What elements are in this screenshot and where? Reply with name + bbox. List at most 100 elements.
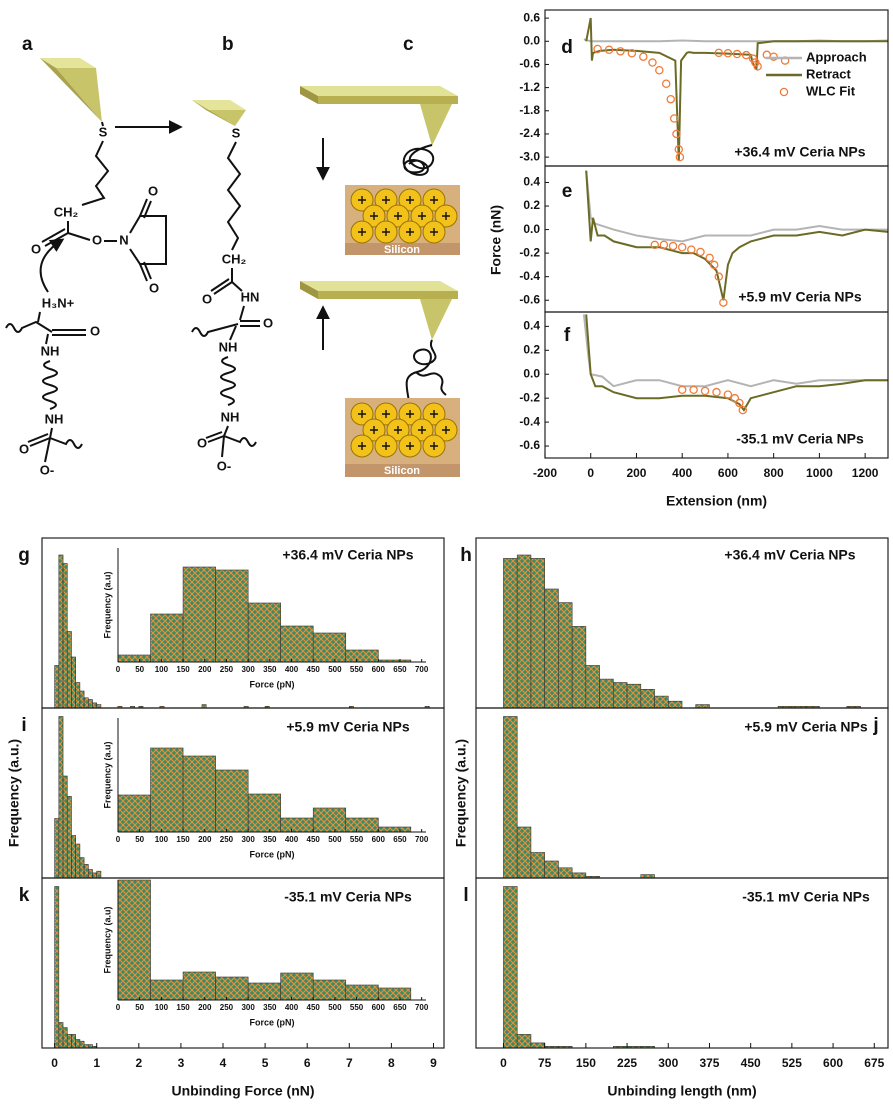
legend-label: Retract <box>806 66 851 81</box>
atom-label: O <box>19 441 29 456</box>
x-tick-label: 100 <box>155 1003 169 1012</box>
x-tick-label: 200 <box>198 835 212 844</box>
panel-label: d <box>561 37 573 58</box>
atom-label: O <box>92 232 102 247</box>
x-tick-label: 225 <box>617 1056 637 1070</box>
atom-label: NH <box>221 409 240 424</box>
x-tick-label: 150 <box>176 1003 190 1012</box>
panel-label: c <box>403 34 414 55</box>
bar <box>80 1041 84 1048</box>
force-curve <box>584 314 888 386</box>
atom-label: HN <box>241 289 260 304</box>
bar <box>76 1040 80 1049</box>
bar <box>517 1034 531 1048</box>
annotation: -35.1 mV Ceria NPs <box>742 889 870 905</box>
y-tick-label: -1.8 <box>519 103 540 117</box>
x-tick-label: 300 <box>241 665 255 674</box>
atom-label: S <box>232 125 241 140</box>
inset-x-label: Force (pN) <box>250 1017 295 1027</box>
x-tick-label: 700 <box>415 1003 429 1012</box>
bar <box>545 589 559 708</box>
x-tick-label: 500 <box>328 835 342 844</box>
x-tick-label: 250 <box>220 665 234 674</box>
atom-label: O- <box>217 458 231 473</box>
wlc-point <box>697 248 704 255</box>
x-tick-label: 550 <box>350 665 364 674</box>
bar <box>76 683 80 709</box>
bar <box>67 1034 71 1048</box>
x-tick-label: 50 <box>135 1003 144 1012</box>
y-tick-label: -1.2 <box>519 80 540 94</box>
x-tick-label: 600 <box>372 835 386 844</box>
y-axis-label: Frequency (a.u.) <box>453 739 469 847</box>
legend-label: Approach <box>806 49 867 64</box>
bar <box>572 873 586 878</box>
atom-label: S <box>99 124 108 139</box>
x-tick-label: 700 <box>415 835 429 844</box>
bar <box>346 985 379 1000</box>
bar <box>503 717 517 879</box>
x-tick-label: 3 <box>178 1056 185 1070</box>
x-tick-label: 0 <box>116 665 121 674</box>
x-tick-label: 450 <box>741 1056 761 1070</box>
bar <box>71 836 75 879</box>
panel-label: j <box>872 715 878 736</box>
x-tick-label: 200 <box>626 466 646 480</box>
bar <box>378 827 411 832</box>
y-tick-label: 0.6 <box>523 10 540 24</box>
y-tick-label: -2.4 <box>519 126 540 140</box>
x-tick-label: 150 <box>176 665 190 674</box>
x-tick-label: 600 <box>823 1056 843 1070</box>
bar <box>55 666 59 709</box>
bar <box>118 880 151 1000</box>
bar <box>216 770 249 832</box>
wlc-point <box>640 53 647 60</box>
bar <box>183 567 216 662</box>
wlc-point <box>617 48 624 55</box>
y-tick-label: 0.0 <box>523 222 540 236</box>
x-tick-label: 650 <box>393 1003 407 1012</box>
y-tick-label: -0.6 <box>519 438 540 452</box>
atom-label: O <box>148 183 158 198</box>
x-tick-label: 450 <box>307 665 321 674</box>
legend-marker <box>780 88 787 95</box>
bar <box>248 794 281 832</box>
x-tick-label: 200 <box>198 1003 212 1012</box>
x-tick-label: 600 <box>372 665 386 674</box>
x-tick-label: 450 <box>307 1003 321 1012</box>
bar <box>313 633 346 662</box>
atom-label: NH <box>219 339 238 354</box>
inset-y-label: Frequency (a.u) <box>102 906 112 973</box>
bar <box>517 827 531 878</box>
x-tick-label: 600 <box>372 1003 386 1012</box>
x-tick-label: 50 <box>135 665 144 674</box>
panel-label: i <box>21 715 26 736</box>
y-tick-label: -0.6 <box>519 292 540 306</box>
x-tick-label: -200 <box>533 466 557 480</box>
x-tick-label: 550 <box>350 1003 364 1012</box>
bar <box>67 632 71 709</box>
annotation: -35.1 mV Ceria NPs <box>736 431 864 447</box>
atom-label: O <box>149 280 159 295</box>
bar <box>545 861 559 878</box>
panel-label: h <box>460 545 472 566</box>
panel-label: f <box>564 325 571 346</box>
bar <box>151 614 184 662</box>
x-tick-label: 150 <box>176 835 190 844</box>
bar <box>71 1034 75 1048</box>
y-tick-label: 0.0 <box>523 366 540 380</box>
figure: a b c S CH₂ O O N O O H₃N+ O NH <box>0 0 893 1117</box>
bar <box>600 679 614 708</box>
x-tick-label: 400 <box>285 835 299 844</box>
panel-label: b <box>222 34 234 55</box>
y-tick-label: -3.0 <box>519 149 540 163</box>
bar <box>55 887 59 1049</box>
x-tick-label: 650 <box>393 835 407 844</box>
bar <box>248 983 281 1000</box>
annotation: +5.9 mV Ceria NPs <box>738 289 862 305</box>
bar <box>59 555 63 708</box>
x-tick-label: 500 <box>328 665 342 674</box>
x-tick-label: 250 <box>220 1003 234 1012</box>
x-tick-label: 0 <box>116 1003 121 1012</box>
atom-label: O <box>90 323 100 338</box>
